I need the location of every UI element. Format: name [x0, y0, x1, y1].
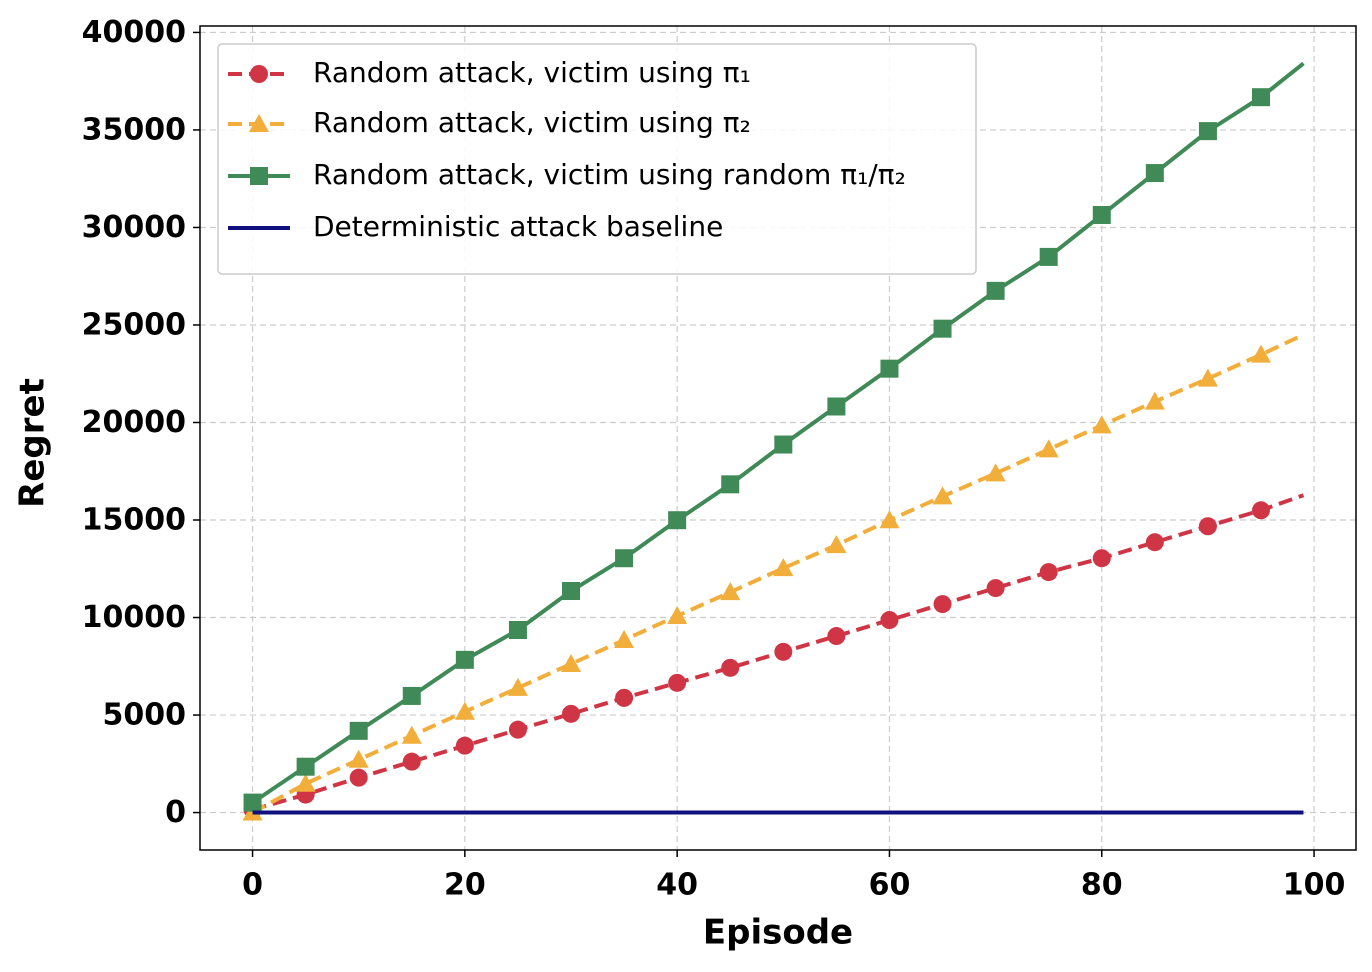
marker [774, 642, 793, 661]
y-tick-label: 30000 [82, 210, 186, 245]
y-tick-label: 25000 [82, 307, 186, 342]
marker [507, 677, 528, 696]
y-tick-label: 35000 [82, 112, 186, 147]
marker [508, 720, 527, 739]
marker [933, 319, 952, 338]
y-tick-label: 15000 [82, 503, 186, 538]
y-axis-label: Regret [13, 378, 53, 508]
marker [243, 793, 262, 812]
marker [668, 511, 687, 530]
marker [667, 605, 688, 624]
marker [1145, 533, 1164, 552]
legend-label: Random attack, victim using π₁ [313, 56, 751, 89]
marker [986, 579, 1005, 598]
marker [1251, 88, 1270, 107]
legend-label: Random attack, victim using random π₁/π₂ [313, 158, 906, 191]
marker [402, 686, 421, 705]
marker [454, 701, 475, 720]
marker [880, 611, 899, 630]
plot-frame [199, 25, 1357, 851]
marker [1197, 368, 1218, 387]
y-tick-label: 5000 [103, 698, 187, 733]
marker [401, 725, 422, 744]
marker [1039, 563, 1058, 582]
y-tick-label: 40000 [82, 15, 186, 50]
x-tick-label: 0 [242, 868, 263, 903]
marker [827, 397, 846, 416]
marker [986, 281, 1005, 300]
marker [455, 650, 474, 669]
marker [879, 510, 900, 529]
legend-label: Random attack, victim using π₂ [313, 106, 751, 139]
marker [614, 629, 635, 648]
marker [880, 359, 899, 378]
marker [720, 582, 741, 601]
marker [774, 435, 793, 454]
y-tick-label: 20000 [82, 405, 186, 440]
marker [1250, 344, 1271, 363]
marker [1251, 501, 1270, 520]
marker [1039, 247, 1058, 266]
marker [250, 65, 268, 83]
marker [1198, 122, 1217, 141]
series-line [251, 332, 1305, 815]
y-tick-label: 0 [165, 795, 186, 830]
marker [1038, 439, 1059, 458]
marker [1144, 391, 1165, 410]
marker [562, 582, 581, 601]
x-axis-label: Episode [703, 913, 853, 953]
marker [455, 736, 474, 755]
marker [250, 167, 268, 185]
marker [1092, 549, 1111, 568]
x-tick-label: 60 [869, 868, 911, 903]
marker [508, 621, 527, 640]
marker [721, 475, 740, 494]
x-tick-label: 20 [444, 868, 486, 903]
marker [721, 658, 740, 677]
legend-label: Deterministic attack baseline [313, 210, 723, 243]
legend-box [217, 43, 977, 275]
marker [295, 773, 316, 792]
marker [932, 486, 953, 505]
marker [562, 704, 581, 723]
marker [348, 749, 369, 768]
marker [349, 768, 368, 787]
marker [349, 721, 368, 740]
x-tick-label: 40 [656, 868, 698, 903]
marker [402, 752, 421, 771]
marker [1091, 415, 1112, 434]
marker [249, 114, 269, 132]
marker [826, 535, 847, 554]
marker [1198, 517, 1217, 536]
marker [985, 463, 1006, 482]
marker [773, 558, 794, 577]
marker [615, 549, 634, 568]
marker [1145, 164, 1164, 183]
marker [827, 627, 846, 646]
marker [615, 688, 634, 707]
x-tick-label: 100 [1283, 868, 1346, 903]
marker [296, 757, 315, 776]
marker [1092, 205, 1111, 224]
marker [668, 673, 687, 692]
marker [933, 595, 952, 614]
y-tick-label: 10000 [82, 600, 186, 635]
x-tick-label: 80 [1081, 868, 1123, 903]
marker [561, 653, 582, 672]
